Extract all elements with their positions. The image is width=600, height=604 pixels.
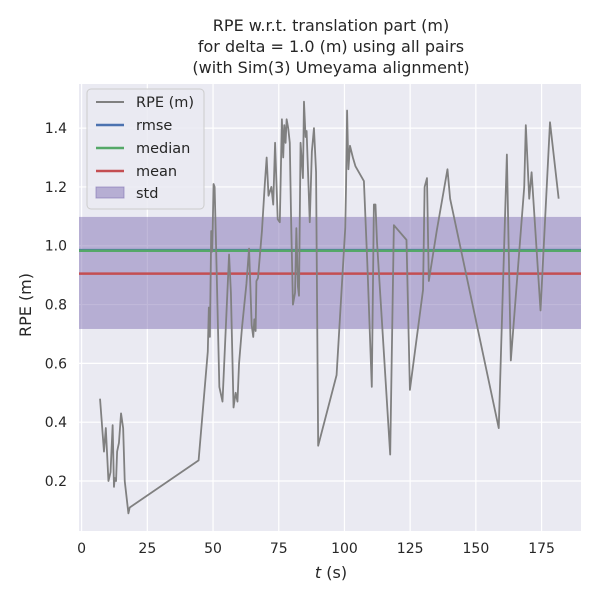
legend-label-std: std (136, 186, 158, 202)
rpe-series-layer (99, 100, 560, 515)
y-tick-label: 1.0 (45, 239, 67, 255)
legend-box (86, 88, 205, 210)
y-axis-label: RPE (m) (16, 273, 35, 337)
chart-title-line-3: (with Sim(3) Umeyama alignment) (192, 58, 469, 77)
chart-title-line-2: for delta = 1.0 (m) using all pairs (198, 37, 464, 56)
y-tick-label: 0.4 (45, 415, 67, 431)
chart-title-line-1: RPE w.r.t. translation part (m) (213, 16, 449, 35)
y-tick-label: 1.4 (45, 121, 67, 137)
y-tick-label: 0.6 (45, 356, 67, 372)
legend-swatch-std (95, 186, 125, 199)
x-tick-label: 50 (204, 541, 222, 557)
x-axis-label: t (s) (315, 563, 347, 582)
legend-label-rmse: rmse (136, 118, 172, 134)
rpe-series-line (99, 100, 560, 515)
x-tick-label: 150 (463, 541, 490, 557)
stat-lines-layer (79, 248, 581, 275)
x-tick-label: 0 (77, 541, 86, 557)
legend-label-median: median (136, 141, 190, 157)
x-axis-variable: t (315, 563, 322, 582)
y-tick-label: 1.2 (45, 180, 67, 196)
x-tick-label: 125 (397, 541, 424, 557)
x-tick-label: 25 (138, 541, 156, 557)
y-tick-label: 0.8 (45, 298, 67, 314)
legend: RPE (m) rmse median mean std (86, 88, 205, 210)
x-axis-unit: (s) (321, 563, 347, 582)
legend-label-mean: mean (136, 164, 177, 180)
x-tick-label: 75 (270, 541, 288, 557)
tick-labels: 0 25 50 75 100 125 150 175 0.2 0.4 0.6 0.8 1.0 1.2 1.4 (45, 121, 555, 557)
x-tick-label: 175 (528, 541, 555, 557)
x-tick-label: 100 (331, 541, 358, 557)
y-tick-label: 0.2 (45, 474, 67, 490)
legend-label-rpe: RPE (m) (136, 95, 194, 111)
